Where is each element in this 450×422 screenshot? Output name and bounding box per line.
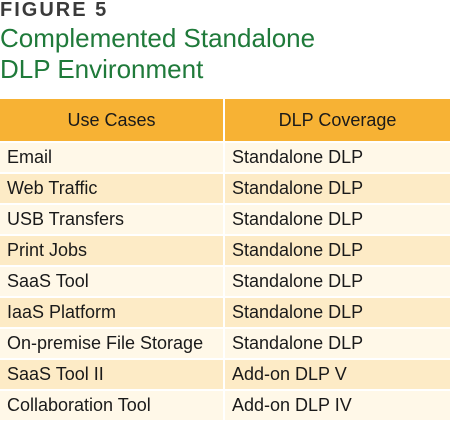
table-row: SaaS Tool II Add-on DLP V: [0, 359, 450, 391]
dlp-coverage-table: Use Cases DLP Coverage Email Standalone …: [0, 99, 450, 422]
use-case-cell: Email: [0, 142, 225, 174]
figure-title: Complemented Standalone DLP Environment: [0, 23, 316, 84]
use-case-cell: On-premise File Storage: [0, 328, 225, 360]
table-row: Web Traffic Standalone DLP: [0, 173, 450, 205]
coverage-cell: Standalone DLP: [224, 235, 450, 267]
use-case-cell: Web Traffic: [0, 173, 225, 205]
coverage-cell: Add-on DLP IV: [224, 390, 450, 422]
coverage-cell: Standalone DLP: [224, 142, 450, 174]
table-row: USB Transfers Standalone DLP: [0, 204, 450, 236]
table-row: Print Jobs Standalone DLP: [0, 235, 450, 267]
use-case-cell: SaaS Tool: [0, 266, 225, 298]
coverage-cell: Add-on DLP V: [224, 359, 450, 391]
table-row: Collaboration Tool Add-on DLP IV: [0, 390, 450, 422]
coverage-cell: Standalone DLP: [224, 328, 450, 360]
coverage-cell: Standalone DLP: [224, 204, 450, 236]
use-case-cell: Collaboration Tool: [0, 390, 225, 422]
figure-label: FIGURE 5: [0, 0, 109, 21]
coverage-cell: Standalone DLP: [224, 297, 450, 329]
table-row: IaaS Platform Standalone DLP: [0, 297, 450, 329]
coverage-cell: Standalone DLP: [224, 266, 450, 298]
table-header-row: Use Cases DLP Coverage: [0, 99, 450, 143]
table-row: On-premise File Storage Standalone DLP: [0, 328, 450, 360]
table-row: Email Standalone DLP: [0, 142, 450, 174]
header-use-cases: Use Cases: [0, 99, 225, 143]
use-case-cell: Print Jobs: [0, 235, 225, 267]
coverage-cell: Standalone DLP: [224, 173, 450, 205]
use-case-cell: USB Transfers: [0, 204, 225, 236]
use-case-cell: IaaS Platform: [0, 297, 225, 329]
header-dlp-coverage: DLP Coverage: [224, 99, 450, 143]
table-row: SaaS Tool Standalone DLP: [0, 266, 450, 298]
use-case-cell: SaaS Tool II: [0, 359, 225, 391]
